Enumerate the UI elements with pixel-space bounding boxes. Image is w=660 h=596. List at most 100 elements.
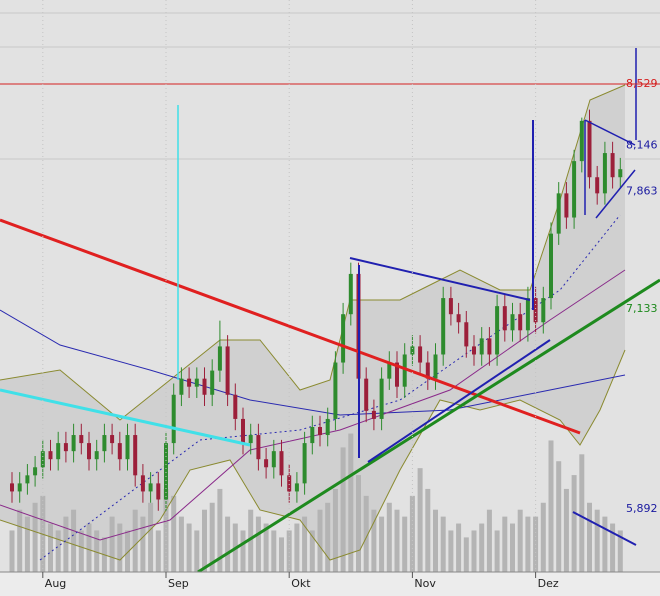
volume-bar bbox=[125, 530, 130, 572]
volume-bar bbox=[255, 516, 261, 572]
candle-body bbox=[510, 314, 515, 331]
volume-bar bbox=[479, 523, 485, 572]
candle-layer bbox=[10, 109, 623, 511]
candle-body bbox=[402, 354, 407, 387]
axis-layer: Aug Sep Okt Nov Dez bbox=[42, 0, 559, 590]
volume-bar bbox=[309, 530, 315, 572]
cyan-line bbox=[0, 388, 251, 447]
candle-body bbox=[171, 394, 176, 444]
candle-body bbox=[287, 475, 292, 492]
candle-body bbox=[25, 475, 30, 484]
candle-body bbox=[156, 483, 161, 500]
candle-body bbox=[395, 362, 399, 387]
candle-body bbox=[364, 378, 369, 411]
x-tick-label: Aug bbox=[45, 577, 66, 590]
volume-bar bbox=[271, 530, 277, 572]
candle-body bbox=[595, 177, 600, 194]
volume-bar bbox=[510, 523, 515, 572]
candle-body bbox=[525, 298, 530, 331]
volume-bar bbox=[471, 530, 477, 572]
volume-bar bbox=[78, 530, 84, 572]
volume-bar bbox=[325, 502, 331, 572]
volume-bar bbox=[163, 488, 169, 572]
x-tick-label: Sep bbox=[168, 577, 189, 590]
volume-bar bbox=[556, 461, 562, 572]
volume-bar bbox=[417, 468, 423, 572]
candle-body bbox=[387, 362, 392, 379]
candle-body bbox=[140, 475, 145, 492]
level-label: 8,529 bbox=[626, 77, 658, 90]
triangle-lower bbox=[367, 339, 551, 463]
level-label: 7,133 bbox=[626, 302, 658, 315]
volume-bar bbox=[548, 440, 554, 572]
candle-body bbox=[79, 435, 84, 444]
candle-body bbox=[40, 451, 45, 468]
trend-line-green bbox=[197, 278, 660, 574]
candle-body bbox=[56, 443, 61, 460]
volume-bar bbox=[32, 502, 38, 572]
volume-bar bbox=[379, 516, 385, 572]
moving-average-long bbox=[0, 309, 626, 416]
candle-body bbox=[302, 443, 307, 484]
volume-bar bbox=[48, 523, 53, 572]
volume-bar bbox=[279, 537, 284, 572]
volume-bar bbox=[517, 509, 523, 572]
volume-bar bbox=[602, 516, 608, 572]
volume-bar bbox=[55, 530, 61, 572]
volume-bar bbox=[540, 502, 546, 572]
volume-bar bbox=[402, 516, 408, 572]
candle-body bbox=[579, 120, 584, 162]
volume-bar bbox=[486, 509, 492, 572]
candle-body bbox=[371, 410, 376, 419]
candle-body bbox=[425, 362, 430, 379]
volume-bar bbox=[286, 530, 292, 572]
volume-bar bbox=[356, 475, 361, 572]
moving-average-mid bbox=[0, 269, 626, 541]
candle-body bbox=[456, 314, 461, 323]
volume-bar bbox=[525, 516, 531, 572]
volume-bar bbox=[425, 488, 431, 572]
candle-body bbox=[518, 314, 523, 331]
candle-body bbox=[194, 378, 199, 387]
candle-body bbox=[618, 169, 623, 178]
volume-bar bbox=[386, 502, 392, 572]
volume-bar bbox=[86, 523, 92, 572]
volume-bar bbox=[494, 530, 500, 572]
x-tick-label: Dez bbox=[538, 577, 559, 590]
candle-body bbox=[94, 451, 99, 460]
candle-body bbox=[479, 338, 484, 355]
volume-bar bbox=[587, 502, 592, 572]
volume-bar bbox=[109, 516, 115, 572]
candle-body bbox=[133, 435, 138, 476]
volume-bar bbox=[217, 488, 223, 572]
candle-body bbox=[48, 451, 53, 460]
candle-body bbox=[487, 338, 492, 355]
volume-bar bbox=[17, 509, 23, 572]
candle-body bbox=[472, 346, 476, 355]
candle-body bbox=[187, 378, 192, 387]
candle-body bbox=[572, 161, 577, 218]
bollinger-lower bbox=[0, 349, 626, 561]
candle-body bbox=[448, 298, 453, 315]
candle-body bbox=[248, 435, 253, 444]
candle-body bbox=[533, 298, 538, 323]
candle-body bbox=[264, 459, 269, 468]
volume-bar bbox=[317, 509, 323, 572]
volume-bar bbox=[579, 454, 585, 572]
candle-body bbox=[256, 435, 261, 460]
volume-bar bbox=[71, 509, 77, 572]
candle-body bbox=[418, 346, 423, 363]
trend-line-red bbox=[0, 218, 581, 435]
annotation-layer: 8,529 8,146 7,863 7,133 5,892 bbox=[0, 77, 660, 515]
candle-body bbox=[325, 418, 330, 436]
flag-lower bbox=[595, 169, 636, 219]
candle-body bbox=[164, 443, 168, 500]
candle-body bbox=[10, 483, 14, 492]
level-label: 5,892 bbox=[626, 502, 658, 515]
candle-body bbox=[495, 306, 500, 355]
candle-body bbox=[63, 443, 68, 452]
triangle-upper bbox=[349, 257, 531, 301]
level-label: 8,146 bbox=[626, 139, 658, 152]
candle-body bbox=[148, 483, 153, 492]
